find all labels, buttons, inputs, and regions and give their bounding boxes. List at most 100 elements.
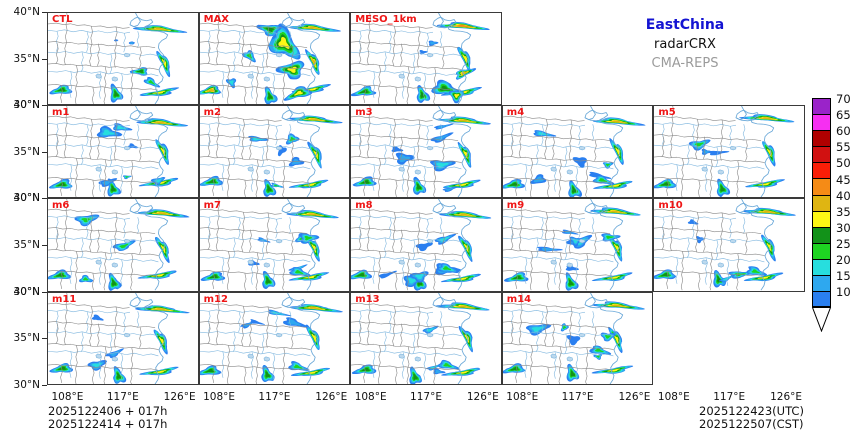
map-panel-m5[interactable]: m5: [653, 105, 805, 199]
colorbar-segment: [812, 291, 831, 308]
colorbar-tick-label: 45: [836, 172, 851, 187]
colorbar-segment: [812, 130, 831, 147]
map-panel-m14[interactable]: m14: [501, 291, 654, 385]
colorbar-segment: [812, 162, 831, 179]
footer-init-time-1: 2025122406 + 017h: [48, 404, 168, 418]
colorbar-tick-label: 25: [836, 236, 851, 251]
colorbar-tick-label: 35: [836, 204, 851, 219]
region-title: EastChina: [645, 17, 725, 33]
colorbar-segment: [812, 98, 831, 115]
y-axis-tick-label: 35°N: [13, 239, 40, 251]
map-panel-m8[interactable]: m8: [350, 198, 502, 292]
map-panel-m10[interactable]: m10: [653, 198, 805, 292]
y-axis-tick-label: 30°N: [13, 99, 40, 112]
y-axis-tick-label: 35°N: [13, 332, 40, 345]
panel-label-m12: m12: [203, 293, 228, 305]
colorbar-segment: [812, 194, 831, 211]
x-axis-tick-label: 126°E: [163, 390, 196, 403]
x-axis-tick-label: 117°E: [561, 390, 594, 403]
colorbar: [812, 98, 831, 308]
map-panel-m11[interactable]: m11: [47, 291, 199, 385]
panel-label-m7: m7: [203, 200, 221, 212]
panel-label-m2: m2: [203, 107, 221, 119]
colorbar-tick-label: 65: [836, 108, 851, 123]
y-axis-tick-label: 40°N: [13, 192, 40, 205]
footer-init-time-2: 2025122414 + 017h: [48, 417, 168, 431]
colorbar-segment: [812, 210, 831, 227]
footer-valid-time-utc: 2025122423(UTC): [699, 404, 804, 418]
colorbar-tick-label: 10: [836, 285, 851, 300]
panel-label-ctl: CTL: [52, 14, 73, 25]
footer-valid-time-cst: 2025122507(CST): [699, 417, 804, 431]
colorbar-low-extend-cap: [812, 307, 831, 332]
map-panel-m2[interactable]: m2: [198, 105, 351, 199]
map-panel-m6[interactable]: m6: [47, 198, 199, 292]
colorbar-segment: [812, 226, 831, 243]
colorbar-segment: [812, 178, 831, 195]
y-axis-tick-label: 30°N: [13, 285, 40, 298]
x-axis-tick-label: 108°E: [51, 390, 84, 403]
map-panel-m12[interactable]: m12: [198, 291, 351, 385]
map-panel-m9[interactable]: m9: [501, 198, 654, 292]
colorbar-segment: [812, 146, 831, 163]
panel-label-m1: m1: [52, 107, 70, 119]
colorbar-tick-label: 60: [836, 124, 851, 139]
y-axis-tick-mark: [42, 198, 47, 200]
panel-label-m6: m6: [52, 200, 70, 212]
colorbar-tick-label: 40: [836, 188, 851, 203]
y-axis-tick-mark: [42, 245, 47, 246]
panel-label-m3: m3: [355, 107, 373, 119]
y-axis-tick-label: 30°N: [13, 192, 40, 205]
map-panel-m4[interactable]: m4: [501, 105, 654, 199]
x-axis-tick-label: 117°E: [258, 390, 291, 403]
y-axis-tick-mark: [42, 151, 47, 153]
x-axis-tick-label: 108°E: [203, 390, 236, 403]
colorbar-tick-label: 30: [836, 220, 851, 235]
y-axis-tick-label: 40°N: [13, 99, 40, 112]
x-axis-tick-label: 126°E: [315, 390, 348, 403]
y-axis-tick-mark: [42, 105, 47, 107]
x-axis-tick-label: 126°E: [466, 390, 499, 403]
colorbar-tick-label: 55: [836, 140, 851, 155]
x-axis-tick-label: 126°E: [618, 390, 651, 403]
map-panel-m13[interactable]: m13: [350, 291, 502, 385]
map-panel-m3[interactable]: m3: [350, 105, 502, 199]
title-block: EastChina radarCRX CMA-REPS: [600, 16, 770, 73]
colorbar-segment: [812, 275, 831, 292]
y-axis-tick-mark: [42, 291, 47, 293]
panel-label-max: MAX: [203, 14, 229, 25]
colorbar-tick-label: 20: [836, 253, 851, 267]
y-axis-tick-label: 40°N: [13, 6, 40, 18]
y-axis-tick-label: 35°N: [13, 52, 40, 65]
panel-label-m13: m13: [355, 293, 380, 305]
colorbar-tick-label: 70: [836, 92, 851, 106]
y-axis-tick-mark: [42, 384, 47, 386]
y-axis-tick-mark: [42, 338, 47, 340]
colorbar-tick-label: 50: [836, 156, 851, 171]
panel-label-m4: m4: [506, 107, 525, 119]
x-axis-tick-label: 108°E: [354, 390, 387, 403]
model-title: CMA-REPS: [651, 56, 719, 71]
x-axis-tick-label: 117°E: [106, 390, 139, 403]
y-axis-tick-label: 40°N: [13, 285, 40, 298]
panel-label-m11: m11: [52, 293, 77, 305]
map-panel-m7[interactable]: m7: [198, 198, 351, 292]
y-axis-tick-label: 35°N: [13, 145, 40, 158]
panel-label-m8: m8: [355, 200, 373, 212]
variable-title: radarCRX: [654, 37, 716, 52]
colorbar-tick-label: 15: [836, 269, 851, 284]
y-axis-tick-mark: [42, 12, 47, 13]
panel-label-m14: m14: [506, 293, 532, 305]
map-panel-m1[interactable]: m1: [47, 105, 199, 199]
panel-label-m9: m9: [506, 200, 525, 212]
map-panel-ctl[interactable]: CTL: [47, 12, 199, 106]
panel-label-meso_1km: MESO_1km: [355, 14, 417, 25]
colorbar-segment: [812, 242, 831, 259]
map-panel-max[interactable]: MAX: [198, 12, 351, 106]
x-axis-tick-label: 117°E: [713, 390, 746, 403]
panel-label-m5: m5: [658, 107, 676, 119]
map-panel-meso_1km[interactable]: MESO_1km: [350, 12, 502, 106]
panel-label-m10: m10: [658, 200, 683, 212]
x-axis-tick-label: 117°E: [410, 390, 442, 403]
x-axis-tick-label: 108°E: [506, 390, 539, 403]
